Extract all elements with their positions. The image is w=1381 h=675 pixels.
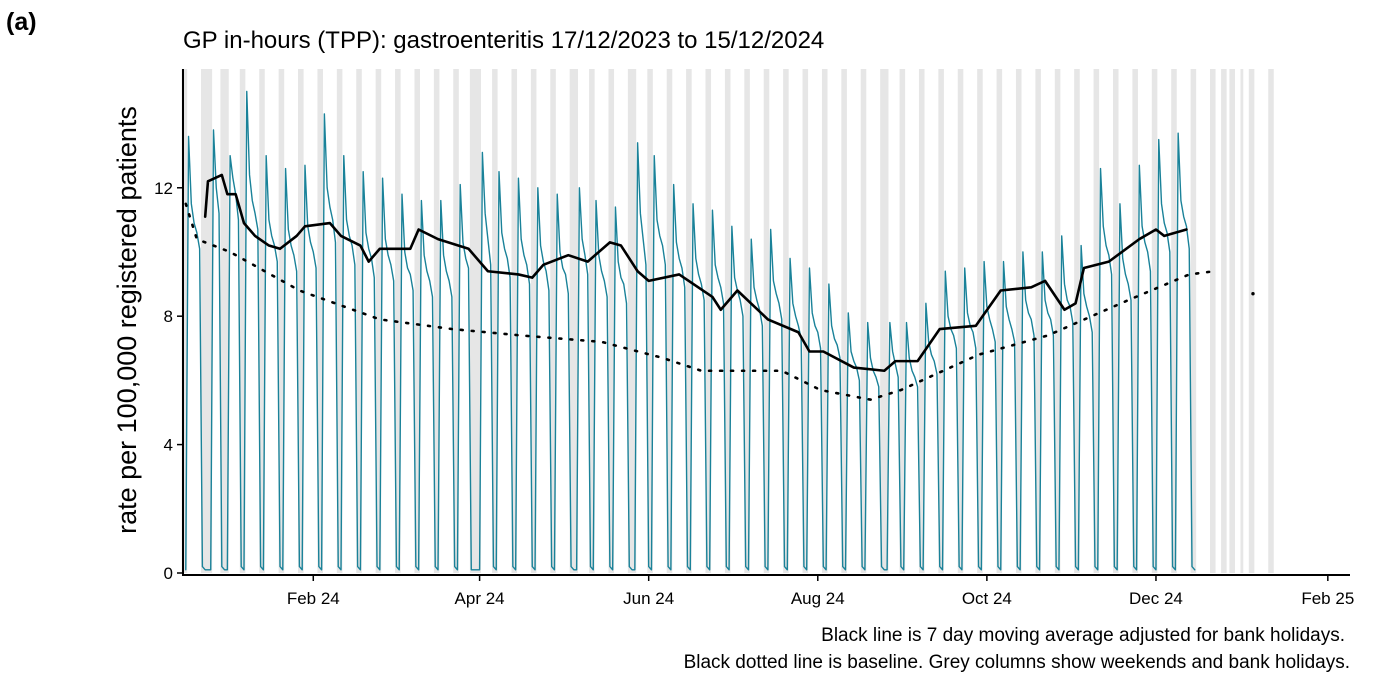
shaded-column [511,69,518,573]
shaded-column [356,69,362,573]
shaded-column [469,69,481,573]
shaded-column [1268,69,1274,573]
shaded-column [860,69,867,573]
x-tick-label: Feb 25 [1301,589,1354,608]
x-tick-label: Aug 24 [791,589,845,608]
shaded-column [1112,69,1119,573]
note: Black line is 7 day moving average adjus… [821,625,1345,646]
shaded-column [821,69,828,573]
shaded-column [802,69,809,573]
shaded-column [763,69,770,573]
shaded-column [1151,69,1158,573]
shaded-column [298,69,304,573]
shaded-column [1171,69,1177,573]
shaded-column [259,69,265,573]
shaded-column [1132,69,1138,573]
shaded-column [1054,69,1061,573]
shaded-column [1248,69,1255,573]
panel-label: (a) [6,8,37,36]
y-tick-label: 8 [164,307,173,326]
shaded-column [492,69,498,573]
shaded-column [686,69,692,573]
chart-title: GP in-hours (TPP): gastroenteritis 17/12… [183,27,824,54]
series-line [203,173,1188,373]
shaded-column [317,69,323,573]
shaded-column [1035,69,1041,573]
shaded-column [433,69,440,573]
y-tick-label: 0 [164,564,173,583]
x-tick-label: Feb 24 [287,589,340,608]
shaded-column [239,69,246,573]
shaded-column [375,69,382,573]
shaded-column [336,69,343,573]
shaded-column [783,69,789,573]
shaded-column [841,69,847,573]
x-tick-label: Oct 24 [962,589,1012,608]
shaded-column [220,69,229,573]
note: Black dotted line is baseline. Grey colu… [684,652,1350,673]
y-tick-label: 12 [154,179,173,198]
shaded-column [530,69,537,573]
x-tick-label: Jun 24 [623,589,674,608]
shaded-column [453,69,459,573]
shaded-column [918,69,925,573]
shaded-column [550,69,556,573]
shaded-column [938,69,944,573]
shaded-column [647,69,653,573]
shaded-column [1221,69,1227,573]
shaded-column [724,69,731,573]
shaded-column [1240,69,1244,573]
shaded-column [996,69,1003,573]
y-tick-label: 4 [164,436,173,455]
shaded-column [414,69,421,573]
shaded-column [569,69,579,573]
shaded-column [589,69,595,573]
shaded-column [608,69,615,573]
y-axis-label: rate per 100,000 registered patients [112,106,142,534]
shaded-column [1074,69,1080,573]
baseline-point [1251,292,1255,296]
x-tick-label: Apr 24 [455,589,505,608]
shaded-column [899,69,906,573]
shaded-column [880,69,889,573]
x-tick-label: Dec 24 [1129,589,1183,608]
series-line [185,90,1196,571]
shaded-column [181,69,188,573]
shaded-column [1210,69,1216,573]
series-line [184,202,1216,401]
shaded-column [627,69,637,573]
shaded-column [744,69,750,573]
shaded-column [957,69,964,573]
shaded-column [705,69,712,573]
shaded-column [1015,69,1022,573]
shaded-column [278,69,285,573]
shaded-column [1229,69,1235,573]
shaded-column [666,69,673,573]
shaded-column [1190,69,1197,573]
shaded-column [201,69,213,573]
shaded-column [1093,69,1100,573]
